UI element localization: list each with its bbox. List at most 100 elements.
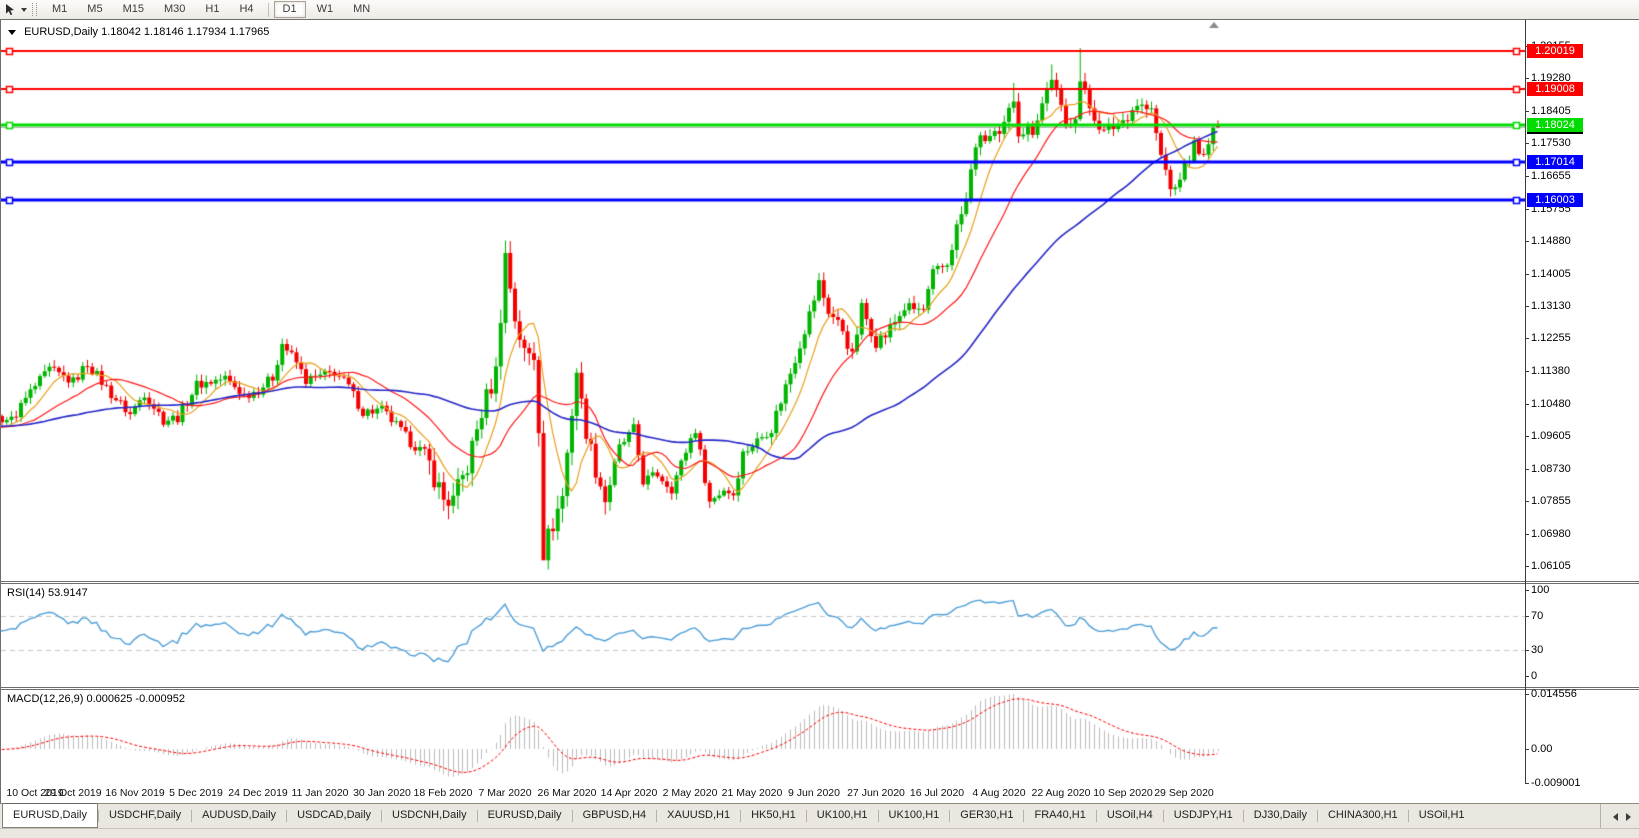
hline-price-label: 1.20019	[1527, 44, 1583, 58]
timeframe-button-D1[interactable]: D1	[273, 1, 306, 18]
status-strip	[0, 828, 1639, 838]
hline-price-label: 1.18024	[1527, 118, 1583, 132]
date-label: 26 Mar 2020	[537, 787, 597, 799]
chart-tab-EURUSD-Daily[interactable]: EURUSD,Daily	[487, 809, 562, 821]
price-tick: 1.11380	[1525, 365, 1570, 377]
chart-tab-bar: EURUSD,Daily USDCHF,Daily AUDUSD,Daily USDC…	[0, 803, 1639, 829]
pane-divider[interactable]	[1, 581, 1639, 584]
chart-title-symbol: EURUSD,Daily	[24, 26, 99, 38]
price-tick: 1.07855	[1525, 495, 1571, 507]
tab-separator	[877, 810, 879, 822]
tab-separator	[476, 810, 478, 822]
tab-separator	[656, 810, 658, 822]
price-axis-border	[1525, 20, 1526, 783]
chart-title-ohlc: 1.18042 1.18146 1.17934 1.17965	[101, 26, 270, 38]
toolbar-grip	[32, 3, 37, 16]
chart-tab-HK50-H1[interactable]: HK50,H1	[751, 809, 796, 821]
date-label: 24 Dec 2019	[228, 787, 288, 799]
chart-tab-USDCNH-Daily[interactable]: USDCNH,Daily	[392, 809, 467, 821]
chart-tab-CHINA300-H1[interactable]: CHINA300,H1	[1327, 809, 1398, 821]
tab-separator	[381, 810, 383, 822]
chart-tab-UK100-H1[interactable]: UK100,H1	[888, 809, 940, 821]
date-label: 7 Mar 2020	[478, 787, 532, 799]
date-axis: 10 Oct 2019 29 Oct 2019 16 Nov 2019 5 Dec 2…	[1, 783, 1525, 803]
tab-scroll-left-icon[interactable]	[1613, 812, 1618, 821]
chart-tab-FRA40-H1[interactable]: FRA40,H1	[1034, 809, 1086, 821]
toolbar-separator	[267, 2, 269, 17]
chart-tab-USOil-H4[interactable]: USOil,H4	[1106, 809, 1153, 821]
timeframe-toolbar: M1 M5 M15 M30 H1 H4 D1 W1 MN	[0, 0, 1639, 20]
macd-indicator-label: MACD(12,26,9) 0.000625 -0.000952	[7, 693, 185, 705]
price-tick: 1.08730	[1525, 463, 1571, 475]
tab-separator	[1407, 810, 1409, 822]
rsi-tick: 100	[1524, 584, 1550, 596]
timeframe-button-M5[interactable]: M5	[87, 3, 103, 15]
date-label: 16 Nov 2019	[105, 787, 165, 799]
tab-separator	[1023, 810, 1025, 822]
date-label: 4 Aug 2020	[972, 787, 1026, 799]
date-label: 18 Feb 2020	[413, 787, 473, 799]
chart-tab-USDCHF-Daily[interactable]: USDCHF,Daily	[108, 809, 182, 821]
price-tick: 1.12255	[1525, 332, 1571, 344]
tab-separator	[1316, 810, 1318, 822]
timeframe-button-H1[interactable]: H1	[205, 3, 220, 15]
tab-separator	[740, 810, 742, 822]
tab-separator	[97, 810, 99, 822]
rsi-tick: 30	[1524, 644, 1544, 656]
price-tick: 1.17530	[1525, 137, 1571, 149]
price-tick: 1.14005	[1525, 268, 1571, 280]
date-label: 2 May 2020	[662, 787, 718, 799]
timeframe-button-M15[interactable]: M15	[122, 3, 144, 15]
date-label: 30 Jan 2020	[353, 787, 411, 799]
chart-tab-GBPUSD-H4[interactable]: GBPUSD,H4	[582, 809, 647, 821]
date-label: 10 Sep 2020	[1093, 787, 1153, 799]
price-tick: 1.06980	[1525, 528, 1571, 540]
pane-divider[interactable]	[1, 687, 1639, 690]
timeframe-buttons: M1 M5 M15 M30 H1 H4 D1 W1 MN	[42, 1, 380, 18]
tab-separator	[1162, 810, 1164, 822]
macd-pane-canvas[interactable]	[1, 690, 1525, 783]
timeframe-button-M30[interactable]: M30	[163, 3, 186, 15]
date-label: 22 Aug 2020	[1031, 787, 1091, 799]
timeframe-button-MN[interactable]: MN	[353, 3, 371, 15]
chart-tab-AUDUSD-Daily[interactable]: AUDUSD,Daily	[202, 809, 277, 821]
timeframe-button-M1[interactable]: M1	[52, 3, 68, 15]
chart-tab-USDJPY-H1[interactable]: USDJPY,H1	[1173, 809, 1233, 821]
chart-tab-XAUUSD-H1[interactable]: XAUUSD,H1	[667, 809, 731, 821]
tab-scroll-right-icon[interactable]	[1626, 812, 1631, 821]
chart-tab-GER30-H1[interactable]: GER30,H1	[960, 809, 1014, 821]
chart-tab-UK100-H1[interactable]: UK100,H1	[816, 809, 868, 821]
chart-tab-USOil-H1[interactable]: USOil,H1	[1418, 809, 1465, 821]
chart-title-caret-icon[interactable]	[8, 30, 16, 35]
hline-price-label: 1.19008	[1527, 82, 1583, 96]
cursor-tool-caret-icon[interactable]	[21, 7, 27, 12]
price-tick: 1.13130	[1525, 300, 1571, 312]
price-chart-canvas[interactable]	[1, 20, 1525, 581]
tab-separator	[286, 810, 288, 822]
tab-separator	[805, 810, 807, 822]
price-tick: 1.09605	[1525, 430, 1571, 442]
hline-price-label: 1.16003	[1527, 193, 1583, 207]
chart-window: EURUSD,Daily 1.18042 1.18146 1.17934 1.1…	[0, 19, 1639, 803]
timeframe-button-W1[interactable]: W1	[316, 3, 334, 15]
date-label: 5 Dec 2019	[169, 787, 223, 799]
price-tick: 1.14880	[1525, 235, 1571, 247]
rsi-pane-canvas[interactable]	[1, 584, 1525, 687]
tab-separator	[191, 810, 193, 822]
chart-tab-DJ30-Daily[interactable]: DJ30,Daily	[1253, 809, 1307, 821]
tab-scroll-arrows	[1600, 804, 1635, 829]
date-label: 9 Jun 2020	[788, 787, 840, 799]
chart-tab-USDCAD-Daily[interactable]: USDCAD,Daily	[297, 809, 372, 821]
date-label: 21 May 2020	[721, 787, 783, 799]
date-label: 29 Sep 2020	[1154, 787, 1214, 799]
rsi-tick: 0	[1524, 670, 1538, 682]
cursor-tool-button[interactable]	[0, 3, 29, 16]
chart-tab-EURUSD-Daily[interactable]: EURUSD,Daily	[2, 803, 98, 828]
price-tick: 1.16655	[1525, 170, 1571, 182]
price-tick: 1.10480	[1525, 398, 1571, 410]
macd-tick: 0.00	[1524, 743, 1553, 755]
hline-price-label: 1.17014	[1527, 155, 1583, 169]
timeframe-button-H4[interactable]: H4	[239, 3, 254, 15]
date-label: 29 Oct 2019	[44, 787, 102, 799]
